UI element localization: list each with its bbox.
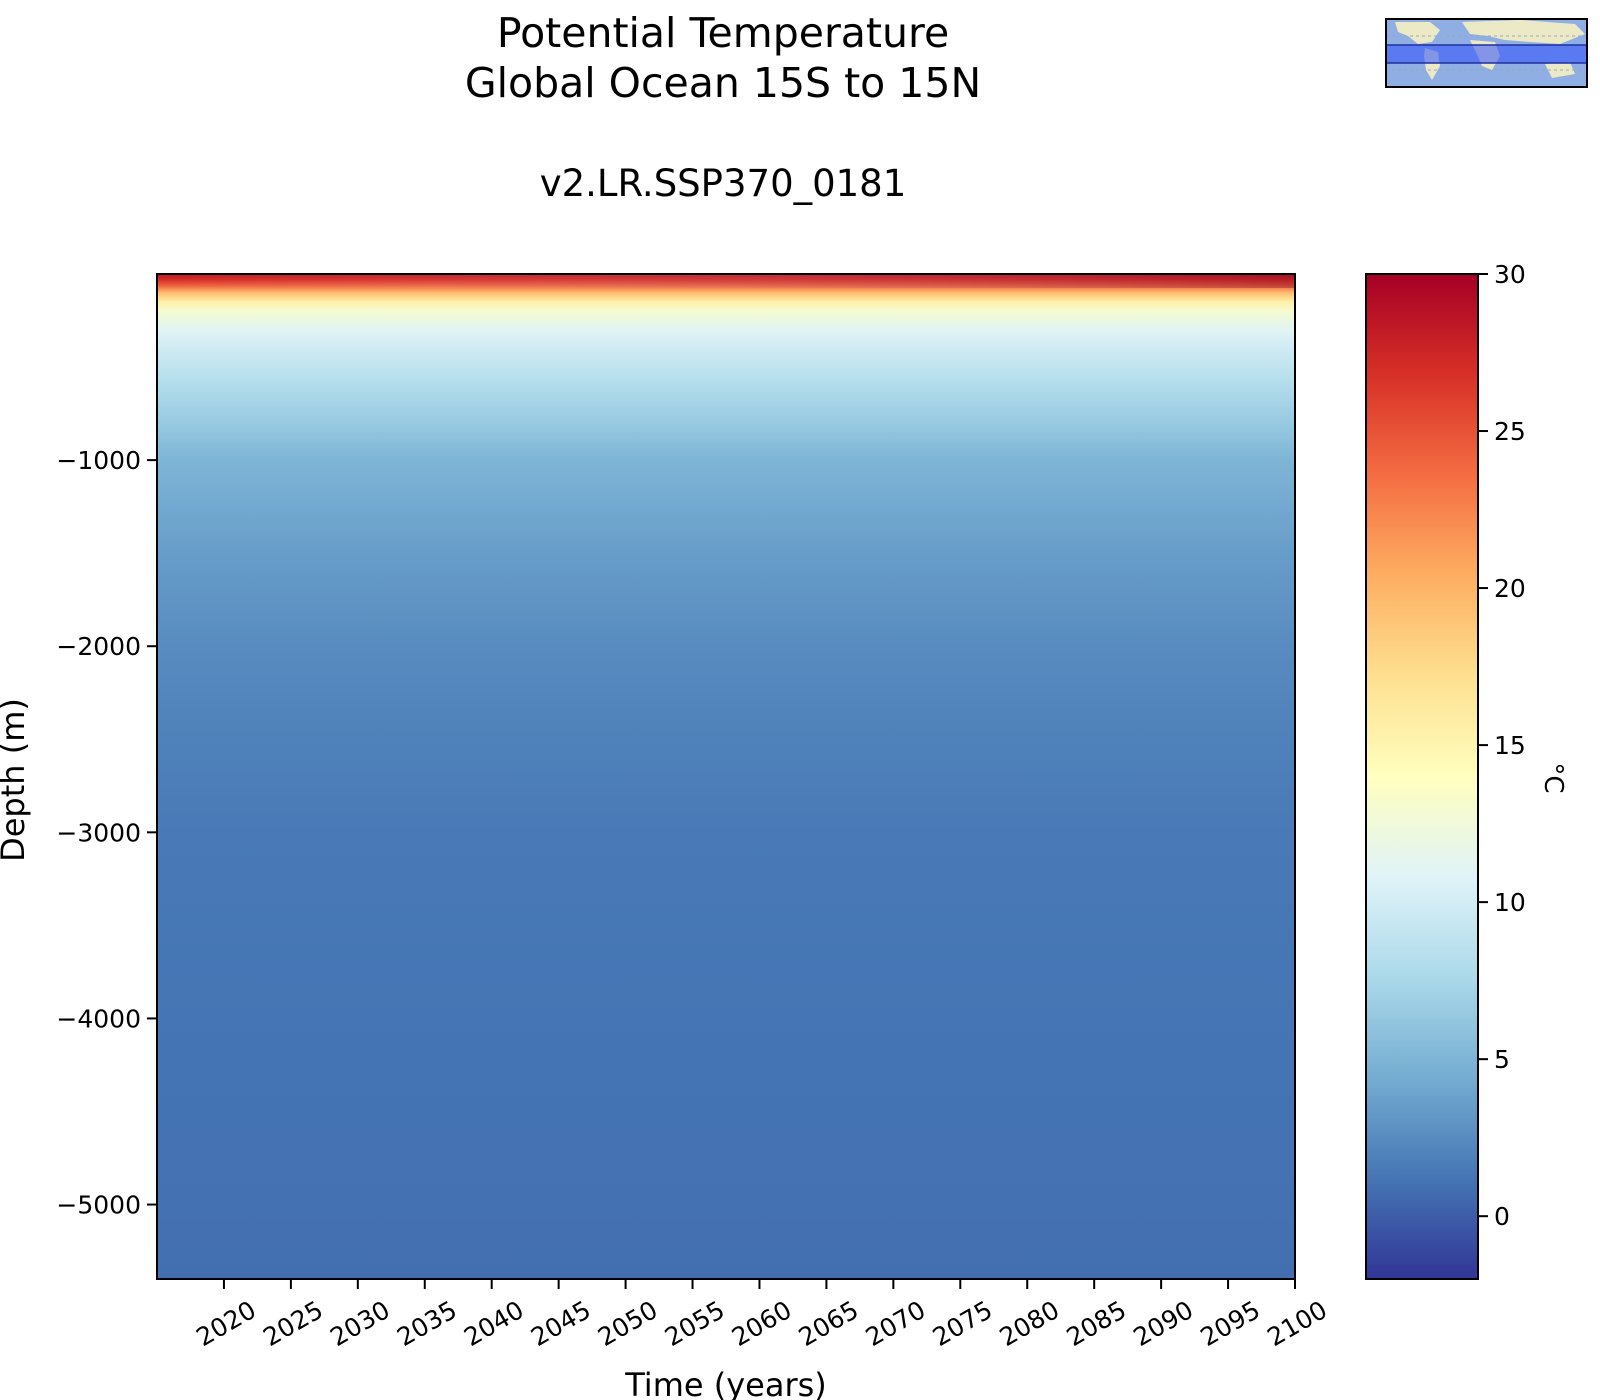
colorbar-label: °C (1538, 762, 1568, 793)
colorbar-tick-label: 25 (1494, 417, 1526, 446)
y-tick-label: −4000 (56, 1004, 141, 1033)
colorbar-tick-label: 10 (1494, 888, 1526, 917)
x-axis: 2020202520302035204020452050205520602065… (191, 1279, 1332, 1352)
heatmap-plot (156, 273, 1296, 1280)
y-tick-label: −2000 (56, 632, 141, 661)
chart-title-line-1: Potential Temperature (497, 9, 949, 57)
x-tick-label: 2035 (392, 1295, 462, 1352)
x-tick-label: 2070 (861, 1295, 931, 1352)
chart-subtitle: v2.LR.SSP370_0181 (540, 162, 907, 205)
x-tick-label: 2040 (459, 1295, 529, 1352)
colorbar (1365, 273, 1479, 1280)
plot-frame (156, 273, 1296, 1280)
colorbar-axis: 0 5 10 15 20 25 30 (1478, 260, 1526, 1231)
colorbar-fill (1366, 274, 1478, 1279)
heatmap-fill (157, 274, 1295, 1279)
x-tick-label: 2095 (1195, 1295, 1265, 1352)
x-tick-label: 2085 (1062, 1295, 1132, 1352)
x-tick-label: 2055 (660, 1295, 730, 1352)
x-tick-label: 2080 (995, 1295, 1065, 1352)
colorbar-tick-label: 20 (1494, 574, 1526, 603)
x-tick-label: 2065 (794, 1295, 864, 1352)
x-tick-label: 2075 (928, 1295, 998, 1352)
colorbar-tick-label: 30 (1494, 260, 1526, 289)
y-tick-label: −1000 (56, 446, 141, 475)
surface-trend-overlay (157, 274, 1295, 288)
x-tick-label: 2090 (1129, 1295, 1199, 1352)
inset-map (1385, 18, 1588, 88)
x-tick-label: 2025 (258, 1295, 328, 1352)
y-axis-label: Depth (m) (0, 698, 32, 862)
x-tick-label: 2060 (727, 1295, 797, 1352)
x-tick-label: 2100 (1262, 1295, 1332, 1352)
y-axis: −1000 −2000 −3000 −4000 −5000 (56, 446, 157, 1220)
x-tick-label: 2020 (191, 1295, 261, 1352)
y-tick-label: −5000 (56, 1191, 141, 1220)
colorbar-tick-label: 15 (1494, 731, 1526, 760)
colorbar-tick-label: 0 (1494, 1202, 1510, 1231)
colorbar-tick-label: 5 (1494, 1045, 1510, 1074)
y-tick-label: −3000 (56, 818, 141, 847)
x-tick-label: 2045 (526, 1295, 596, 1352)
x-tick-label: 2030 (325, 1295, 395, 1352)
x-axis-label: Time (years) (624, 1366, 827, 1400)
colorbar-frame (1365, 273, 1479, 1280)
x-tick-label: 2050 (593, 1295, 663, 1352)
chart-title-line-2: Global Ocean 15S to 15N (465, 59, 981, 107)
